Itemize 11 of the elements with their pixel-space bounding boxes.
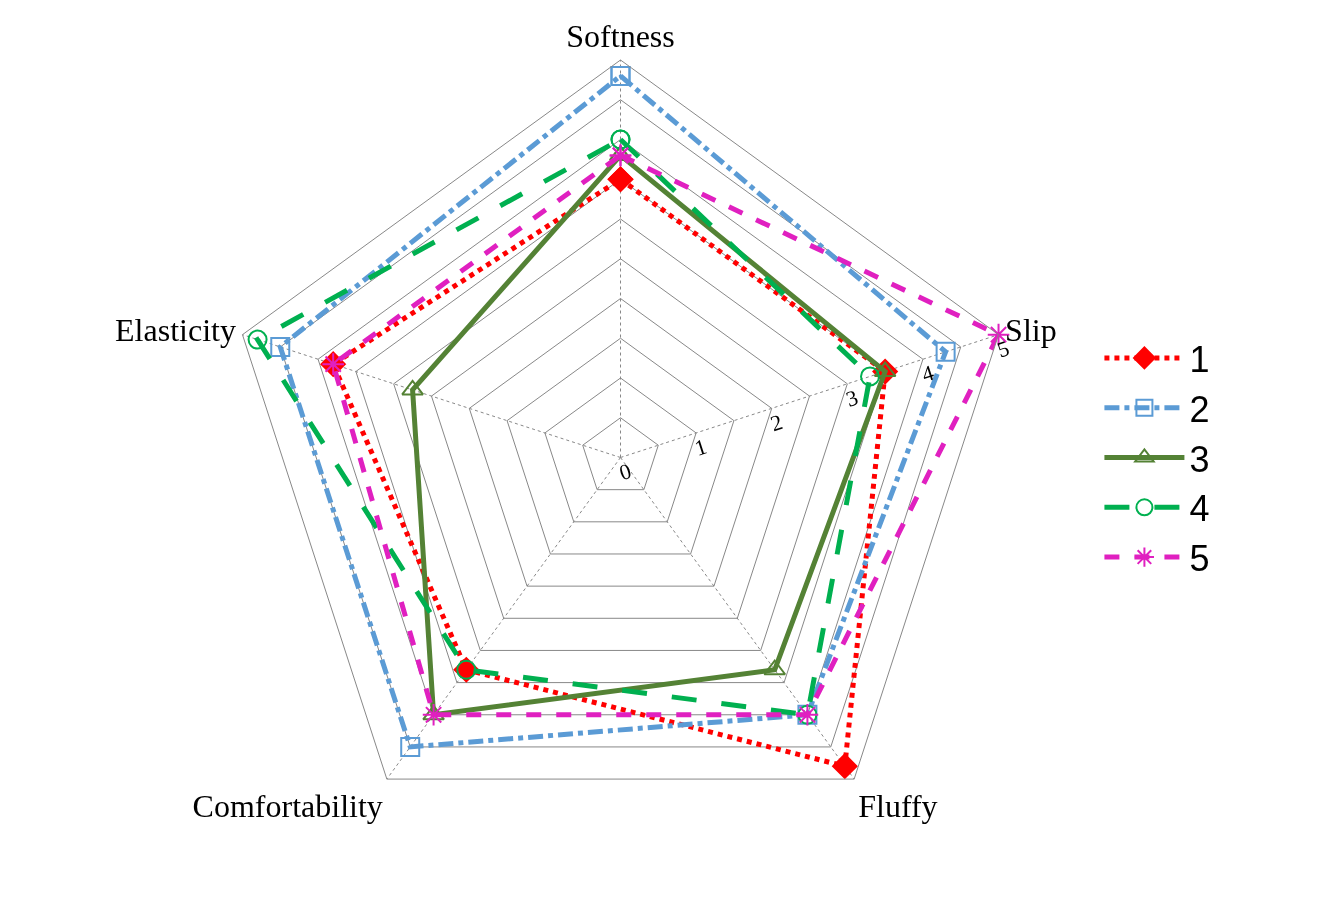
y-tick-label: 0: [616, 458, 635, 486]
legend-label: 4: [1189, 488, 1210, 530]
spoke-label: Elasticity: [115, 312, 236, 349]
spoke-label: Fluffy: [858, 788, 938, 825]
spoke-label: Slip: [1005, 312, 1057, 349]
legend-label: 3: [1189, 438, 1210, 480]
legend-label: 1: [1189, 338, 1210, 380]
legend-label: 5: [1189, 538, 1210, 580]
legend-label: 2: [1189, 388, 1210, 430]
spoke-label: Comfortability: [192, 788, 383, 825]
spoke-label: Softness: [566, 17, 675, 54]
